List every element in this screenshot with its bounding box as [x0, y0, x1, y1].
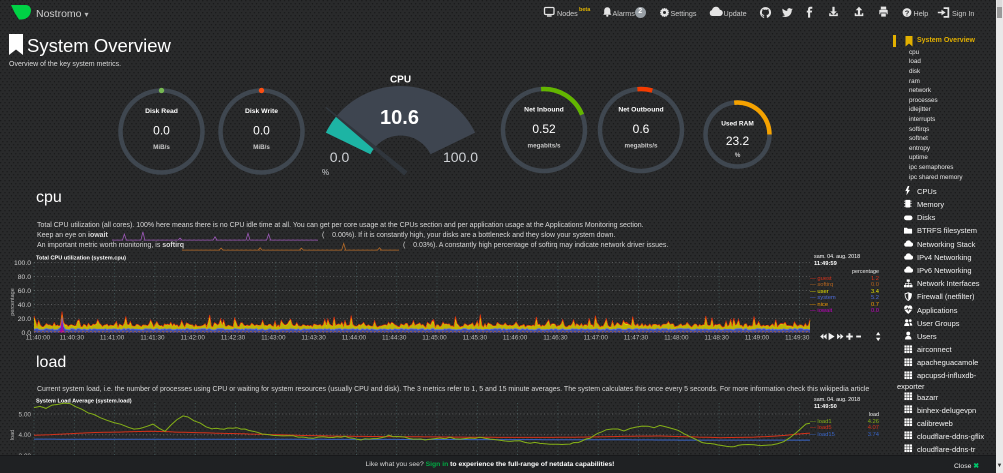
- svg-text:0.52: 0.52: [532, 122, 556, 136]
- svg-text:11:48:30: 11:48:30: [704, 335, 729, 342]
- svg-text:Used RAM: Used RAM: [721, 121, 754, 128]
- svg-text:11:43:30: 11:43:30: [301, 335, 326, 342]
- svg-text:20.0: 20.0: [18, 316, 31, 323]
- svg-text:0.0: 0.0: [22, 330, 32, 337]
- svg-text:11:43:00: 11:43:00: [261, 335, 286, 342]
- svg-text:11:44:00: 11:44:00: [342, 335, 367, 342]
- svg-text:23.2: 23.2: [726, 134, 750, 148]
- svg-text:CPU: CPU: [390, 75, 411, 86]
- svg-text:%: %: [322, 168, 329, 177]
- svg-text:%: %: [735, 152, 741, 159]
- svg-text:load: load: [10, 430, 16, 440]
- svg-text:11:47:30: 11:47:30: [624, 335, 649, 342]
- svg-text:11:42:00: 11:42:00: [180, 335, 205, 342]
- svg-text:11:40:00: 11:40:00: [26, 335, 51, 342]
- svg-text:11:49:00: 11:49:00: [745, 335, 770, 342]
- svg-text:?: ?: [905, 8, 910, 17]
- svg-text:percentage: percentage: [10, 288, 16, 316]
- svg-text:MiB/s: MiB/s: [253, 144, 270, 151]
- svg-text:megabits/s: megabits/s: [625, 143, 658, 150]
- svg-text:11:47:00: 11:47:00: [583, 335, 608, 342]
- svg-text:11:48:00: 11:48:00: [664, 335, 689, 342]
- svg-text:MiB/s: MiB/s: [153, 144, 170, 151]
- svg-text:40.0: 40.0: [18, 302, 31, 309]
- svg-text:0.6: 0.6: [633, 122, 650, 136]
- svg-text:5.00: 5.00: [19, 412, 32, 419]
- svg-text:System Load Average (system.lo: System Load Average (system.load): [36, 399, 132, 405]
- svg-text:0.0: 0.0: [253, 124, 270, 138]
- svg-text:60.0: 60.0: [18, 288, 31, 295]
- svg-text:Disk Write: Disk Write: [245, 108, 278, 115]
- svg-text:100.0: 100.0: [14, 260, 31, 267]
- svg-text:11:49:30: 11:49:30: [785, 335, 810, 342]
- svg-text:Disk Read: Disk Read: [145, 108, 178, 115]
- svg-text:11:45:00: 11:45:00: [422, 335, 447, 342]
- svg-text:80.0: 80.0: [18, 274, 31, 281]
- svg-text:11:41:00: 11:41:00: [100, 335, 125, 342]
- svg-text:11:41:30: 11:41:30: [140, 335, 165, 342]
- svg-text:0.0: 0.0: [153, 124, 170, 138]
- svg-text:11:46:30: 11:46:30: [543, 335, 568, 342]
- svg-text:11:42:30: 11:42:30: [221, 335, 246, 342]
- svg-text:Total CPU utilization (system.: Total CPU utilization (system.cpu): [36, 256, 126, 262]
- svg-text:Net Inbound: Net Inbound: [524, 107, 564, 114]
- svg-text:4.00: 4.00: [19, 432, 32, 439]
- svg-text:10.6: 10.6: [380, 107, 419, 129]
- svg-text:11:44:30: 11:44:30: [382, 335, 407, 342]
- svg-text:11:46:00: 11:46:00: [503, 335, 528, 342]
- svg-text:100.0: 100.0: [443, 149, 478, 165]
- svg-text:Net Outbound: Net Outbound: [618, 107, 663, 114]
- svg-text:11:45:30: 11:45:30: [463, 335, 488, 342]
- svg-text:0.0: 0.0: [330, 149, 350, 165]
- svg-text:megabits/s: megabits/s: [528, 143, 561, 150]
- svg-text:11:40:30: 11:40:30: [60, 335, 85, 342]
